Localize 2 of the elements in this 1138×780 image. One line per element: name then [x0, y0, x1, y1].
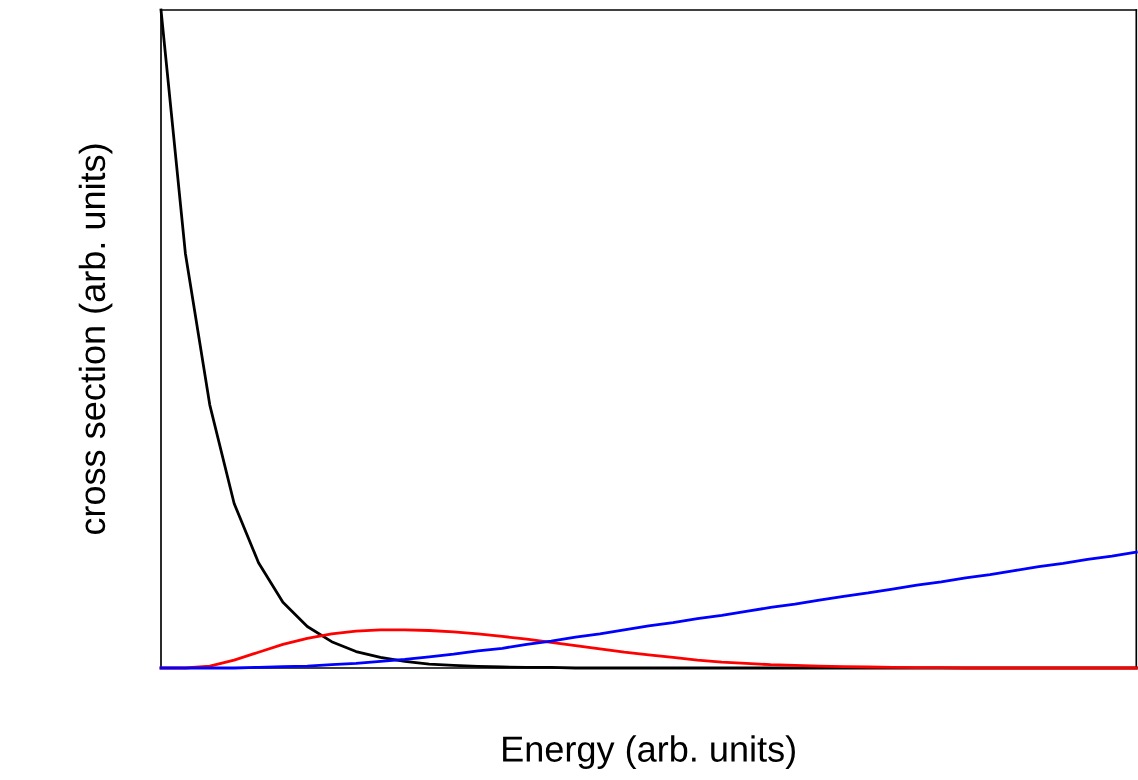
y-axis-title: cross section (arb. units) — [78, 144, 113, 535]
x-axis-title: Energy (arb. units) — [503, 735, 795, 770]
